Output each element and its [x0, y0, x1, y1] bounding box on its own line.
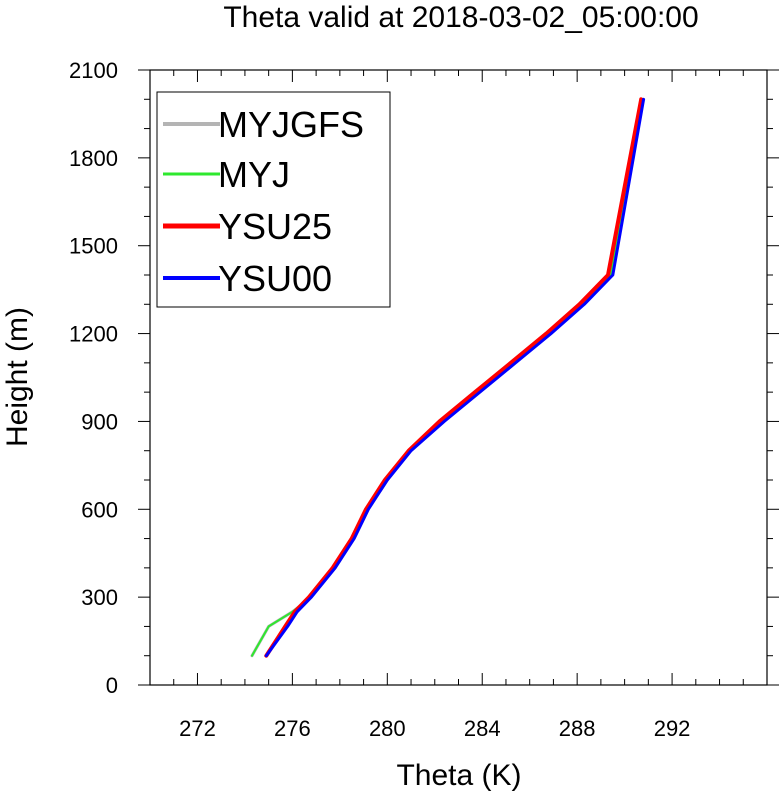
y-tick-label: 2100 [69, 58, 118, 83]
legend: MYJGFS MYJ YSU25 YSU00 [156, 91, 391, 308]
legend-label-myj: MYJ [218, 154, 290, 195]
y-axis-label: Height (m) [1, 307, 34, 447]
y-tick-label: 900 [81, 409, 118, 434]
x-tick-label: 280 [369, 716, 406, 741]
series-lines [250, 97, 646, 658]
x-tick-label: 288 [559, 716, 596, 741]
legend-label-myjgfs: MYJGFS [218, 104, 364, 145]
x-tick-label: 272 [179, 716, 216, 741]
series-line-ysu25 [264, 97, 644, 658]
legend-label-ysu00: YSU00 [218, 258, 332, 299]
y-tick-label: 300 [81, 585, 118, 610]
y-tick-label: 600 [81, 497, 118, 522]
y-tick-label: 1200 [69, 322, 118, 347]
x-tick-label: 284 [464, 716, 501, 741]
y-tick-label: 1500 [69, 234, 118, 259]
x-axis-label: Theta (K) [396, 759, 521, 792]
x-tick-label: 292 [654, 716, 691, 741]
chart-title: Theta valid at 2018-03-02_05:00:00 [223, 1, 698, 34]
legend-label-ysu25: YSU25 [218, 206, 332, 247]
x-tick-labels: 272 276 280 284 288 292 [179, 716, 690, 741]
tick-marks [138, 69, 779, 686]
y-tick-label: 0 [106, 673, 118, 698]
y-tick-label: 1800 [69, 146, 118, 171]
legend-box [156, 91, 391, 308]
series-line-ysu00 [264, 97, 646, 658]
y-tick-labels: 0 300 600 900 1200 1500 1800 2100 [69, 58, 118, 698]
x-tick-label: 276 [274, 716, 311, 741]
